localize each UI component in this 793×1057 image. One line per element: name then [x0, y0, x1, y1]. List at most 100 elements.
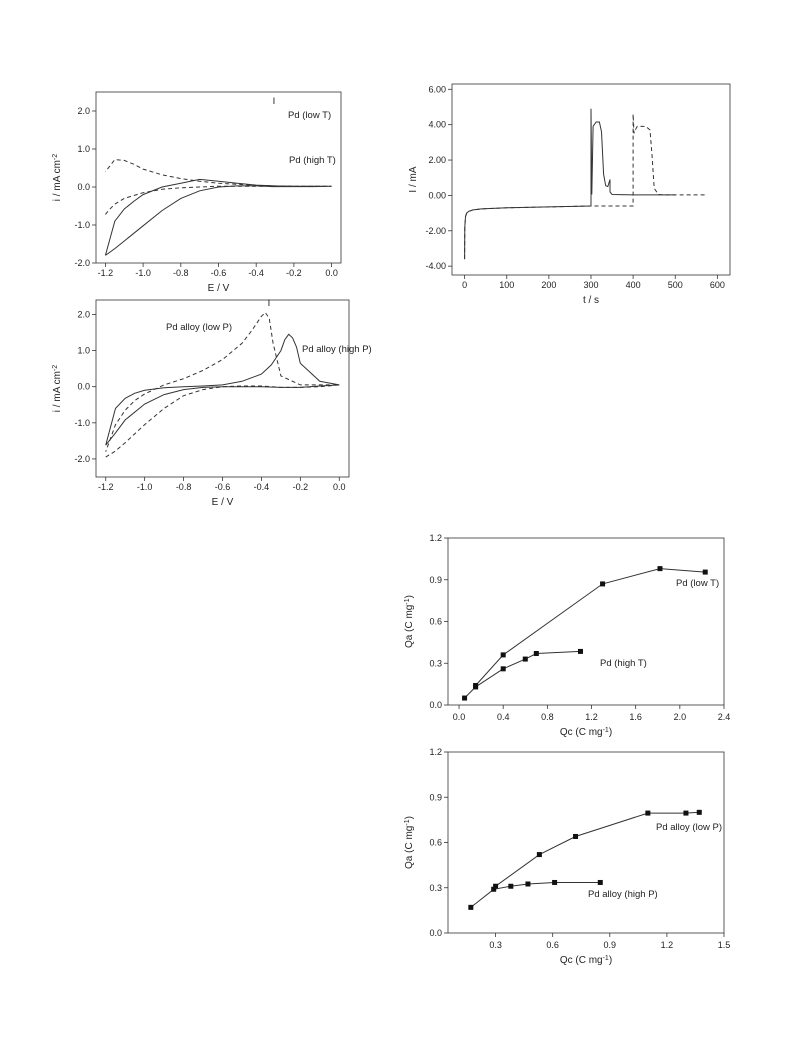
y-tick-label: 0.6: [429, 617, 442, 627]
x-tick-label: -1.2: [98, 482, 114, 492]
x-tick-label: 1.5: [718, 940, 731, 950]
series-annotation: Pd (high T): [289, 155, 336, 166]
data-point: [597, 879, 603, 885]
y-tick-label: 1.0: [77, 144, 90, 154]
x-axis-title-part-2: ): [609, 727, 612, 738]
series-line-0: [464, 108, 676, 260]
y-tick-label: 1.2: [429, 747, 442, 757]
y-axis-title-part-1: -2: [52, 365, 59, 371]
x-tick-label: 0.6: [546, 940, 559, 950]
x-axis-title: E / V: [212, 497, 234, 508]
y-axis-title-part-2: ): [404, 816, 415, 819]
data-point: [508, 883, 514, 889]
x-tick-label: -0.8: [176, 482, 192, 492]
data-point: [657, 566, 663, 572]
y-axis-title-part-0: i / mA cm: [52, 160, 63, 201]
x-tick-label: 2.4: [718, 712, 731, 722]
y-axis-title-part-1: -1: [404, 819, 411, 825]
chart-chronoamperometry: 0 100 200 300 400 500 600 -4.00 -2.00 0.00 2.00 4.0…: [408, 83, 731, 306]
x-axis-title-part-1: -1: [603, 955, 609, 962]
y-tick-label: 1.2: [429, 533, 442, 543]
series-annotation: Pd alloy (low P): [166, 322, 232, 333]
y-axis-title-part-0: Qa (C mg: [404, 826, 415, 869]
x-axis-title: t / s: [583, 295, 599, 306]
data-point: [525, 881, 531, 887]
series-line-1: [464, 650, 581, 699]
peak-marker: I: [268, 298, 271, 309]
chart-qa-qc-pressure: 0.3 0.6 0.9 1.2 1.50.00.30.60.91.2Qc (C mg-1…: [404, 747, 731, 966]
y-tick-label: -2.0: [74, 454, 90, 464]
x-axis-title: Qc (C mg-1): [560, 727, 612, 739]
x-tick-label: 0.4: [497, 712, 510, 722]
y-tick-label: 4.00: [428, 120, 446, 130]
chart-cv-temperature: -1.2 -1.0 -0.8 -0.6 -0.4 -0.2 0.0 -2.0 -1.0 0.0 1.…: [52, 91, 342, 294]
x-tick-label: 1.2: [585, 712, 598, 722]
y-axis-title-part-0: Qa (C mg: [404, 605, 415, 648]
x-tick-label: 600: [710, 280, 725, 290]
x-tick-label: 0.0: [333, 482, 346, 492]
y-tick-label: 0.6: [429, 838, 442, 848]
y-tick-label: 0.0: [77, 182, 90, 192]
x-tick-label: 400: [626, 280, 641, 290]
data-point: [500, 652, 506, 658]
x-tick-label: -1.0: [135, 268, 151, 278]
x-tick-label: 0.9: [604, 940, 617, 950]
y-tick-label: 0.0: [77, 382, 90, 392]
peak-marker: I: [273, 96, 276, 107]
x-tick-label: -1.2: [98, 268, 114, 278]
data-point: [468, 904, 474, 910]
y-tick-label: -4.00: [425, 261, 446, 271]
data-point: [522, 656, 528, 662]
y-axis-title: i / mA cm-2: [52, 154, 64, 201]
y-axis-title-part-1: -2: [52, 154, 59, 160]
x-tick-label: -0.4: [254, 482, 270, 492]
series-line-1: [470, 882, 601, 908]
x-tick-label: -0.4: [248, 268, 264, 278]
data-point: [577, 648, 583, 654]
y-tick-label: -1.0: [74, 220, 90, 230]
x-tick-label: 1.6: [629, 712, 642, 722]
plot-frame: [447, 751, 725, 934]
series-annotation: Pd (high T): [600, 658, 647, 669]
series-annotation: Pd (low T): [288, 110, 331, 121]
y-tick-label: 0.3: [429, 658, 442, 668]
y-tick-label: 0.0: [429, 928, 442, 938]
x-tick-label: 2.0: [674, 712, 687, 722]
series-line-1: [464, 114, 705, 260]
x-tick-label: 1.2: [661, 940, 674, 950]
series-line-0: [105, 311, 340, 458]
y-tick-label: 2.0: [77, 309, 90, 319]
data-point: [645, 810, 651, 816]
data-point: [600, 581, 606, 587]
y-axis-title: i / mA cm-2: [52, 365, 64, 412]
x-tick-label: 200: [541, 280, 556, 290]
data-point: [493, 883, 499, 889]
series-annotation: Pd (low T): [676, 578, 719, 589]
y-axis-title: Qa (C mg-1): [404, 816, 416, 869]
x-axis-title-part-2: ): [609, 955, 612, 966]
data-point: [491, 886, 497, 892]
data-point: [462, 695, 468, 701]
series-annotation: Pd alloy (high P): [302, 344, 372, 355]
y-tick-label: 0.0: [429, 700, 442, 710]
x-tick-label: 100: [499, 280, 514, 290]
chart-qa-qc-temperature: 0.0 0.4 0.8 1.2 1.6 2.0 2.4 0.0 0.3 0.6 0.9 1.2 Qc (…: [404, 533, 731, 738]
y-tick-label: 0.00: [428, 190, 446, 200]
x-tick-label: -0.6: [211, 268, 227, 278]
chart-cv-pressure: -1.2 -1.0 -0.8 -0.6 -0.4 -0.2 0.0 -2.0 -1.0 0.0 1.…: [52, 298, 372, 508]
x-tick-label: 0: [462, 280, 467, 290]
data-point: [473, 684, 479, 690]
x-tick-label: 300: [583, 280, 598, 290]
y-tick-label: 6.00: [428, 84, 446, 94]
series-line-0: [475, 568, 706, 686]
y-tick-label: 0.9: [429, 792, 442, 802]
data-point: [533, 651, 539, 657]
x-tick-label: 0.0: [453, 712, 466, 722]
data-point: [536, 852, 542, 858]
data-point: [696, 809, 702, 815]
y-tick-label: 1.0: [77, 346, 90, 356]
y-tick-label: 2.00: [428, 155, 446, 165]
data-point: [552, 879, 558, 885]
y-tick-label: -1.0: [74, 418, 90, 428]
